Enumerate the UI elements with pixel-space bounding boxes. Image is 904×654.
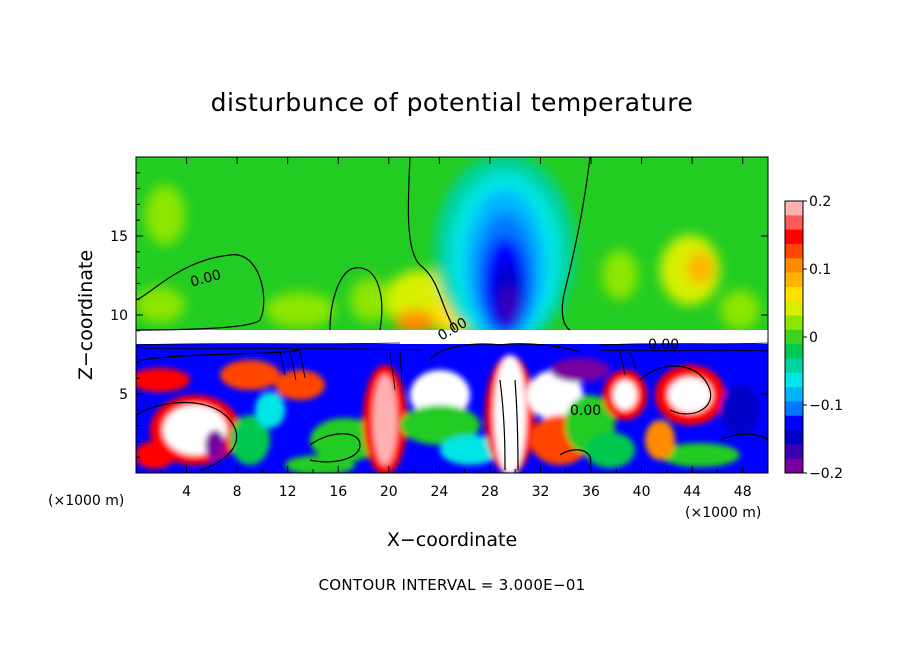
x-axis: 4 8 12 16 20 24 28 32 36 40 44 48 <box>160 157 752 500</box>
x-axis-title: X−coordinate <box>387 529 517 551</box>
x-tick-label: 12 <box>279 484 297 500</box>
colorbar-swatch <box>785 458 803 474</box>
colorbar-swatch <box>785 387 803 402</box>
colorbar-tick-label: −0.1 <box>809 398 843 414</box>
field <box>136 157 768 473</box>
x-tick-label: 32 <box>532 484 550 500</box>
contour-label: 0.00 <box>570 403 601 419</box>
colorbar-swatch <box>785 430 803 445</box>
colorbar-tick-label: 0.1 <box>809 262 831 278</box>
contour-label: 0.00 <box>648 337 679 353</box>
colorbar-swatch <box>785 215 803 231</box>
y-axis-title: Z−coordinate <box>75 250 97 380</box>
x-tick-label: 48 <box>734 484 752 500</box>
colorbar-swatch <box>785 201 803 216</box>
colorbar-swatch <box>785 401 803 417</box>
colorbar-swatch <box>785 344 803 359</box>
y-axis: 5 10 15 <box>110 172 768 458</box>
contour-label: 0.00 <box>189 267 223 291</box>
contour-interval-note: CONTOUR INTERVAL = 3.000E−01 <box>318 576 586 594</box>
x-tick-label: 24 <box>430 484 448 500</box>
colorbar-swatch <box>785 444 803 460</box>
y-unit-label: (×1000 m) <box>48 493 124 509</box>
colorbar-swatch <box>785 301 803 317</box>
y-tick-label: 15 <box>110 229 128 245</box>
colorbar-swatch <box>785 372 803 388</box>
colorbar-swatch <box>785 258 803 274</box>
x-tick-label: 40 <box>633 484 651 500</box>
colorbar-tick-label: −0.2 <box>809 466 843 482</box>
colorbar: 0.2 0.1 0 −0.1 −0.2 <box>784 194 843 482</box>
colorbar-swatch <box>785 286 803 302</box>
colorbar-swatch <box>785 329 803 345</box>
x-tick-label: 16 <box>329 484 347 500</box>
x-tick-label: 20 <box>380 484 398 500</box>
colorbar-swatch <box>785 358 803 374</box>
x-tick-label: 36 <box>582 484 600 500</box>
colorbar-tick-label: 0 <box>809 330 818 346</box>
chart-title: disturbunce of potential temperature <box>210 88 694 117</box>
colorbar-swatch <box>785 272 803 288</box>
y-tick-label: 10 <box>110 308 128 324</box>
x-unit-label: (×1000 m) <box>685 505 761 521</box>
colorbar-tick-label: 0.2 <box>809 194 831 210</box>
colorbar-swatch <box>785 415 803 431</box>
colorbar-swatch <box>785 229 803 245</box>
x-tick-label: 8 <box>233 484 242 500</box>
x-tick-label: 28 <box>481 484 499 500</box>
colorbar-swatch <box>785 243 803 259</box>
colorbar-swatch <box>785 315 803 331</box>
y-tick-label: 5 <box>119 387 128 403</box>
x-tick-label: 4 <box>182 484 191 500</box>
x-tick-label: 44 <box>683 484 701 500</box>
